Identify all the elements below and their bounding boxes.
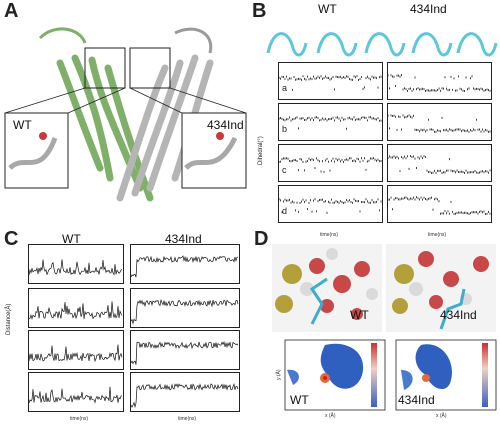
panel-d-letter: D [254,228,268,251]
panel-c-xlabel-mut: time(ns) [178,416,196,422]
panel-b-mut-label: 434Ind [410,2,447,16]
panel-c-wt-plot [28,372,124,412]
panel-b-xlabel-wt: time(ns) [320,232,338,238]
panel-c-mut-plot [130,288,240,328]
panel-c-letter: C [4,228,18,251]
panel-b-wt-plot: b [278,103,383,141]
panel-b-mut-plot [387,144,492,182]
panel-b-xlabel-mut: time(ns) [428,232,446,238]
panel-d-mut-heat-label: 434Ind [398,393,435,407]
panel-b-subplot-letter: b [282,124,287,134]
panel-b-wt-label: WT [318,2,337,16]
panel-b-wt-plot: d [278,185,383,223]
panel-b-wt-plot: a [278,62,383,100]
panel-b-structures [258,18,498,68]
panel-a-mut-label: 434Ind [207,118,244,132]
panel-b-mut-plot [387,103,492,141]
panel-c-wt-plot [28,288,124,328]
panel-d-xlabel-wt: x (Å) [325,413,336,419]
panel-b-wt-plot: c [278,144,383,182]
panel-b-subplot-letter: d [282,206,287,216]
panel-b-ylabel: Dihedral(°) [258,136,264,165]
panel-c-mut-plot [130,330,240,370]
panel-c-mut-plot [130,372,240,412]
panel-c-wt-plot [28,244,124,284]
panel-b-mut-plot [387,185,492,223]
panel-d-wt-snap-label: WT [350,308,369,322]
panel-d-wt-heat-label: WT [290,393,309,407]
panel-d-ylabel: y (Å) [276,369,282,380]
panel-c-ylabel: Distance(Å) [6,304,12,335]
panel-a-wt-label: WT [13,118,32,132]
panel-c-wt-plot [28,330,124,370]
panel-b-mut-plot [387,62,492,100]
panel-c-xlabel-wt: time(ns) [70,416,88,422]
panel-c-mut-plot [130,244,240,284]
panel-b-subplot-letter: a [282,83,287,93]
panel-d-mut-snap-label: 434Ind [440,308,477,322]
panel-d-xlabel-mut: x (Å) [436,413,447,419]
panel-b-subplot-letter: c [282,165,287,175]
